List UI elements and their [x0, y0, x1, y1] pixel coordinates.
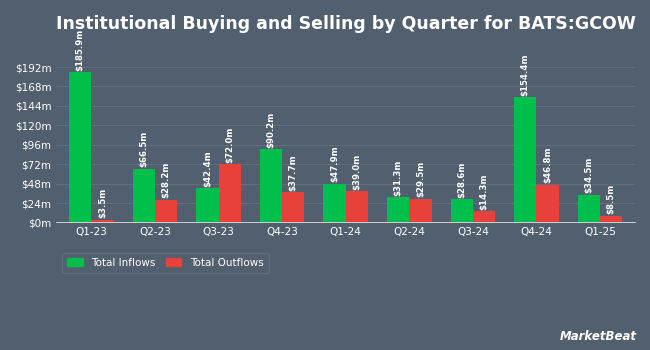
Bar [450, 199, 473, 223]
Bar [155, 199, 177, 223]
Bar [218, 164, 241, 223]
Text: $3.5m: $3.5m [98, 188, 107, 218]
Bar [514, 98, 536, 223]
Text: $47.9m: $47.9m [330, 146, 339, 182]
Text: $34.5m: $34.5m [584, 157, 593, 193]
Text: $185.9m: $185.9m [76, 29, 85, 71]
Bar [410, 198, 432, 223]
Text: $37.7m: $37.7m [289, 154, 298, 191]
Text: $31.3m: $31.3m [394, 160, 403, 196]
Bar [536, 184, 559, 223]
Text: MarketBeat: MarketBeat [560, 330, 637, 343]
Text: $14.3m: $14.3m [480, 173, 489, 210]
Bar [324, 184, 346, 223]
Text: $28.6m: $28.6m [457, 162, 466, 198]
Bar [600, 216, 622, 223]
Title: Institutional Buying and Selling by Quarter for BATS:GCOW: Institutional Buying and Selling by Quar… [56, 15, 636, 33]
Text: $39.0m: $39.0m [352, 153, 361, 190]
Bar [133, 169, 155, 223]
Bar [346, 191, 368, 223]
Text: $28.2m: $28.2m [162, 162, 171, 198]
Bar [196, 188, 218, 223]
Text: $8.5m: $8.5m [606, 184, 616, 214]
Bar [387, 197, 410, 223]
Text: $42.4m: $42.4m [203, 150, 212, 187]
Text: $154.4m: $154.4m [521, 54, 530, 96]
Text: $46.8m: $46.8m [543, 147, 552, 183]
Bar [473, 211, 495, 223]
Bar [69, 72, 92, 223]
Text: $90.2m: $90.2m [266, 112, 276, 148]
Legend: Total Inflows, Total Outflows: Total Inflows, Total Outflows [62, 253, 268, 273]
Text: $66.5m: $66.5m [139, 131, 148, 167]
Text: $29.5m: $29.5m [416, 161, 425, 197]
Bar [92, 220, 114, 223]
Text: $72.0m: $72.0m [225, 127, 234, 163]
Bar [282, 192, 304, 223]
Bar [578, 195, 600, 223]
Bar [260, 149, 282, 223]
